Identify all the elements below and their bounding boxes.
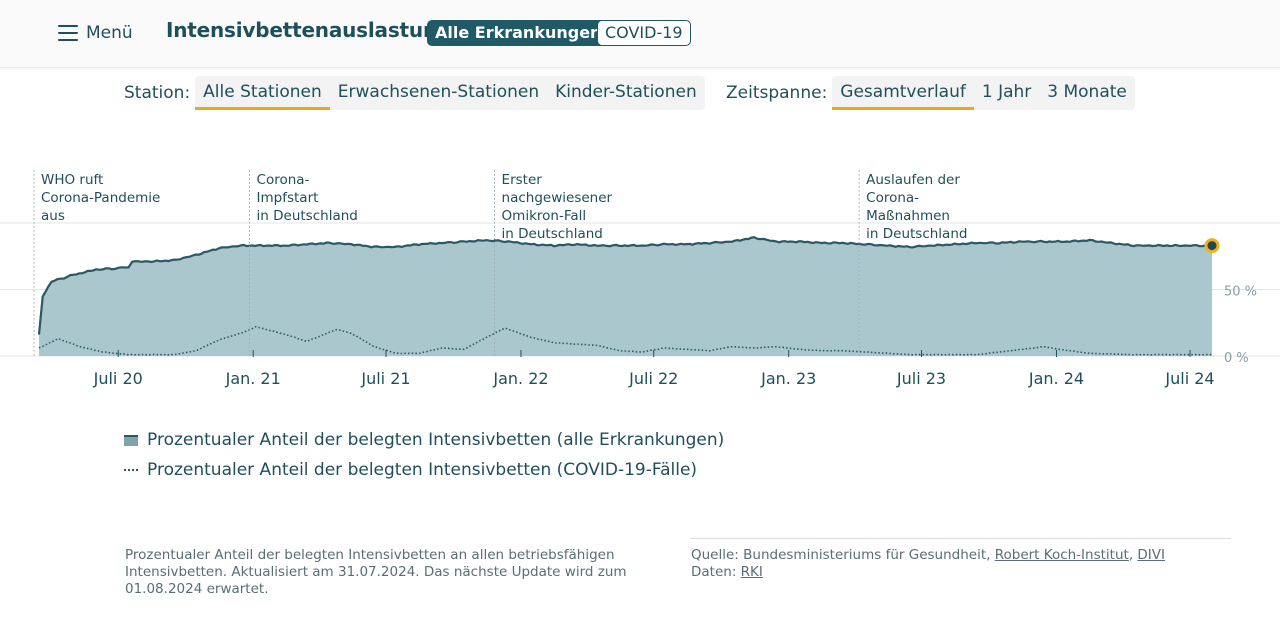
dotted-swatch-icon: [124, 469, 138, 471]
menu-label: Menü: [86, 23, 133, 43]
x-tick-label-3: Jan. 22: [492, 369, 548, 388]
legend-item-alle: Prozentualer Anteil der belegten Intensi…: [124, 425, 724, 455]
y-axis: 0 % 50 %: [1224, 285, 1257, 367]
x-tick-label-5: Jan. 23: [760, 369, 816, 388]
series-line-covid-19: [38, 325, 1213, 356]
hamburger-icon: [58, 25, 78, 41]
x-tick-label-6: Juli 23: [896, 369, 946, 388]
tab-alle-erkrankungen[interactable]: Alle Erkrankungen: [427, 20, 610, 46]
area-series: [37, 236, 1213, 356]
link-rki-data[interactable]: RKI: [740, 564, 763, 580]
y-tick-label-0: 0 %: [1224, 351, 1249, 366]
annotation-text-2: Erster nachgewiesener Omikron-Fall in Deuts…: [502, 172, 613, 242]
x-tick-label-0: Juli 20: [93, 369, 143, 388]
end-marker-dot[interactable]: [1204, 238, 1220, 254]
zeitspanne-option-gesamt[interactable]: Gesamtverlauf: [832, 76, 974, 110]
occupancy-chart: WHO ruft Corona-Pandemie aus Corona-Impfsta…: [0, 170, 1280, 388]
data-line: Daten: RKI: [691, 564, 1231, 581]
annotation-text-0: WHO ruft Corona-Pandemie aus: [41, 172, 160, 224]
footer-note: Prozentualer Anteil der belegten Intensi…: [125, 547, 627, 597]
series-area-alle-erkrankungen: [39, 237, 1212, 356]
source-prefix: Quelle: Bundesministeriums für Gesundhei…: [691, 547, 991, 563]
legend-label-alle: Prozentualer Anteil der belegten Intensi…: [147, 430, 725, 450]
station-segmented-control: Alle Stationen Erwachsenen-Stationen Kin…: [195, 76, 705, 110]
station-option-kinder[interactable]: Kinder-Stationen: [555, 82, 697, 102]
annotation-text-3: Auslaufen der Corona-Maßnahmen in Deutschl…: [866, 172, 967, 242]
series-line-alle-erkrankungen: [37, 236, 1213, 335]
station-filter: Station: Alle Stationen Erwachsenen-Stat…: [124, 76, 705, 110]
y-tick-label-1: 50 %: [1224, 285, 1257, 300]
tab-covid-19[interactable]: COVID-19: [597, 20, 691, 46]
x-tick-label-4: Juli 22: [628, 369, 678, 388]
annotation-text-1: Corona-Impfstart in Deutschland: [257, 172, 358, 224]
menu-button[interactable]: Menü: [58, 20, 133, 46]
zeitspanne-filter: Zeitspanne: Gesamtverlauf 1 Jahr 3 Monat…: [726, 76, 1135, 110]
footer-sources: Quelle: Bundesministeriums für Gesundhei…: [691, 547, 1231, 581]
annotations: WHO ruft Corona-Pandemie aus Corona-Impfsta…: [33, 170, 967, 356]
page-title: Intensivbettenauslastung: [166, 18, 452, 42]
footer-divider: [690, 538, 1231, 539]
end-marker-group: [1204, 238, 1220, 254]
legend-label-covid: Prozentualer Anteil der belegten Intensi…: [147, 460, 698, 480]
x-tick-label-8: Juli 24: [1164, 369, 1214, 388]
zeitspanne-label: Zeitspanne:: [726, 83, 828, 103]
area-swatch-icon: [124, 434, 138, 446]
source-separator: ,: [1128, 547, 1134, 563]
x-tick-label-2: Juli 21: [360, 369, 410, 388]
source-line: Quelle: Bundesministeriums für Gesundhei…: [691, 547, 1231, 564]
link-rki-institut[interactable]: Robert Koch-Institut: [994, 547, 1129, 563]
station-option-alle[interactable]: Alle Stationen: [195, 76, 330, 110]
legend-item-covid: Prozentualer Anteil der belegten Intensi…: [124, 455, 724, 485]
legend: Prozentualer Anteil der belegten Intensi…: [124, 425, 724, 485]
x-tick-label-1: Jan. 21: [225, 369, 281, 388]
x-tick-label-7: Jan. 24: [1028, 369, 1084, 388]
data-prefix: Daten:: [691, 564, 737, 580]
zeitspanne-segmented-control: Gesamtverlauf 1 Jahr 3 Monate: [832, 76, 1135, 110]
link-divi[interactable]: DIVI: [1137, 547, 1165, 563]
zeitspanne-option-1-jahr[interactable]: 1 Jahr: [981, 82, 1032, 102]
x-axis: Juli 20 Jan. 21 Juli 21 Jan. 22 Juli 22 Jan. …: [93, 350, 1215, 388]
station-label: Station:: [124, 83, 191, 103]
station-option-erwachsene[interactable]: Erwachsenen-Stationen: [337, 82, 540, 102]
top-bar: Menü Intensivbettenauslastung Alle Erkra…: [0, 0, 1280, 68]
zeitspanne-option-3-monate[interactable]: 3 Monate: [1047, 82, 1127, 102]
